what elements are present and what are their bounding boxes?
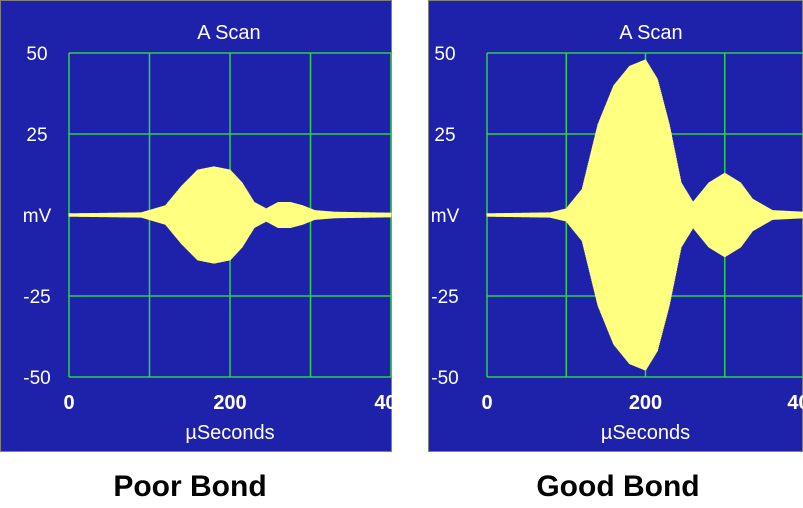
chart-title: A Scan [619, 22, 682, 44]
chart-title: A Scan [197, 22, 260, 44]
y-tick-label: mV [431, 206, 460, 227]
y-tick-label: 50 [434, 44, 455, 65]
x-tick-label: 0 [63, 392, 74, 414]
x-axis-label: µSeconds [185, 422, 274, 444]
a-scan-panel-poor: A Scan 50 25 mV -25 -50 0 200 400 µSeconds [0, 0, 393, 452]
signal-envelope [487, 75, 803, 355]
y-tick-label: 25 [26, 125, 47, 146]
signal-envelope [69, 171, 391, 259]
y-tick-label: -25 [23, 287, 50, 308]
x-tick-label: 200 [213, 392, 246, 414]
caption-good-bond: Good Bond [536, 470, 700, 503]
x-axis-label: µSeconds [601, 422, 690, 444]
caption-poor-bond: Poor Bond [113, 470, 267, 503]
y-tick-label: -50 [431, 368, 458, 389]
y-tick-label: -25 [431, 287, 458, 308]
y-tick-label: -50 [23, 368, 50, 389]
y-tick-label: 25 [434, 125, 455, 146]
signal-trace [68, 166, 392, 264]
signal-trace [486, 59, 803, 371]
y-tick-label: 50 [26, 44, 47, 65]
x-tick-label: 200 [629, 392, 662, 414]
x-tick-label: 400 [374, 392, 393, 414]
y-tick-label: mV [23, 206, 52, 227]
x-tick-label: 0 [481, 392, 492, 414]
a-scan-chart-poor: A Scan 50 25 mV -25 -50 0 200 400 µSeconds [23, 22, 393, 444]
a-scan-panel-good: A Scan 50 25 mV -25 -50 0 200 400 µSeconds [428, 0, 803, 452]
a-scan-chart-good: A Scan 50 25 mV -25 -50 0 200 400 µSeconds [431, 22, 803, 444]
x-tick-label: 400 [787, 392, 803, 414]
